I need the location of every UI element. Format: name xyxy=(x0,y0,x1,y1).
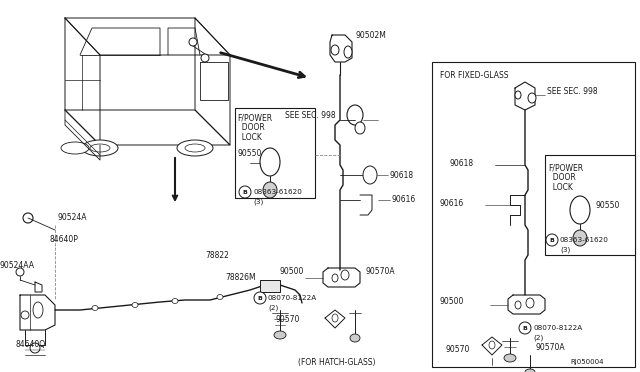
Text: 90524AA: 90524AA xyxy=(0,260,35,269)
Text: 90570: 90570 xyxy=(275,315,300,324)
Text: LOCK: LOCK xyxy=(237,134,262,142)
Ellipse shape xyxy=(332,274,338,282)
Ellipse shape xyxy=(355,122,365,134)
Ellipse shape xyxy=(185,144,205,152)
Ellipse shape xyxy=(90,144,110,152)
Ellipse shape xyxy=(331,45,339,55)
Text: (3): (3) xyxy=(253,199,263,205)
Text: (3): (3) xyxy=(560,247,570,253)
Text: SEE SEC. 998: SEE SEC. 998 xyxy=(547,87,598,96)
Ellipse shape xyxy=(489,341,495,349)
Text: 90618: 90618 xyxy=(450,158,474,167)
Text: (2): (2) xyxy=(268,305,278,311)
Text: 90618: 90618 xyxy=(390,170,414,180)
Text: 90616: 90616 xyxy=(392,196,416,205)
Ellipse shape xyxy=(344,46,352,58)
Circle shape xyxy=(254,292,266,304)
Text: FOR FIXED-GLASS: FOR FIXED-GLASS xyxy=(440,71,509,80)
Ellipse shape xyxy=(332,314,338,322)
Ellipse shape xyxy=(132,302,138,308)
Text: 90570A: 90570A xyxy=(535,343,564,353)
Ellipse shape xyxy=(504,354,516,362)
Ellipse shape xyxy=(61,142,89,154)
Bar xyxy=(260,280,280,292)
Ellipse shape xyxy=(347,105,363,125)
Bar xyxy=(432,62,635,367)
Text: (2): (2) xyxy=(533,335,543,341)
Text: 08070-8122A: 08070-8122A xyxy=(268,295,317,301)
Circle shape xyxy=(239,186,251,198)
Text: B: B xyxy=(523,326,527,330)
Text: 78822: 78822 xyxy=(205,250,229,260)
Ellipse shape xyxy=(515,301,521,309)
Text: B: B xyxy=(257,295,262,301)
Ellipse shape xyxy=(341,270,349,280)
Text: 08363-61620: 08363-61620 xyxy=(253,189,302,195)
Circle shape xyxy=(519,322,531,334)
Text: (FOR HATCH-GLASS): (FOR HATCH-GLASS) xyxy=(298,359,376,368)
Text: 90502M: 90502M xyxy=(355,31,386,39)
Ellipse shape xyxy=(526,298,534,308)
Text: 08363-61620: 08363-61620 xyxy=(560,237,609,243)
Ellipse shape xyxy=(515,91,521,99)
Text: 90570A: 90570A xyxy=(365,267,395,276)
Text: 84640P: 84640P xyxy=(50,235,79,244)
Ellipse shape xyxy=(525,369,535,372)
Ellipse shape xyxy=(201,54,209,62)
Ellipse shape xyxy=(177,140,213,156)
Text: B: B xyxy=(243,189,248,195)
Ellipse shape xyxy=(263,182,277,198)
Ellipse shape xyxy=(21,311,29,319)
Text: 84640Q: 84640Q xyxy=(15,340,45,350)
Ellipse shape xyxy=(570,196,590,224)
Circle shape xyxy=(546,234,558,246)
Ellipse shape xyxy=(33,302,43,318)
Text: 90550: 90550 xyxy=(237,148,261,157)
Text: 90570: 90570 xyxy=(445,346,469,355)
Text: F/POWER: F/POWER xyxy=(237,113,272,122)
Text: DOOR: DOOR xyxy=(548,173,576,183)
Ellipse shape xyxy=(573,230,587,246)
Text: 90500: 90500 xyxy=(280,267,305,276)
Text: F/POWER: F/POWER xyxy=(548,164,583,173)
Text: 08070-8122A: 08070-8122A xyxy=(533,325,582,331)
Text: 90550: 90550 xyxy=(595,201,620,209)
Ellipse shape xyxy=(30,343,40,353)
Text: 90500: 90500 xyxy=(440,298,465,307)
Ellipse shape xyxy=(274,331,286,339)
Ellipse shape xyxy=(528,93,536,103)
Text: LOCK: LOCK xyxy=(548,183,573,192)
Text: B: B xyxy=(550,237,554,243)
Text: 90524A: 90524A xyxy=(57,214,86,222)
Ellipse shape xyxy=(217,295,223,299)
Ellipse shape xyxy=(92,305,98,311)
Text: SEE SEC. 998: SEE SEC. 998 xyxy=(285,110,335,119)
Ellipse shape xyxy=(350,334,360,342)
Bar xyxy=(545,155,635,255)
Text: 78826M: 78826M xyxy=(225,273,255,282)
Ellipse shape xyxy=(172,298,178,304)
Ellipse shape xyxy=(16,268,24,276)
Ellipse shape xyxy=(82,140,118,156)
Bar xyxy=(235,108,315,198)
Text: 90616: 90616 xyxy=(440,199,464,208)
Ellipse shape xyxy=(363,166,377,184)
Text: DOOR: DOOR xyxy=(237,124,265,132)
Ellipse shape xyxy=(189,38,197,46)
Ellipse shape xyxy=(260,148,280,176)
Ellipse shape xyxy=(23,213,33,223)
Text: RJ050004: RJ050004 xyxy=(570,359,604,365)
